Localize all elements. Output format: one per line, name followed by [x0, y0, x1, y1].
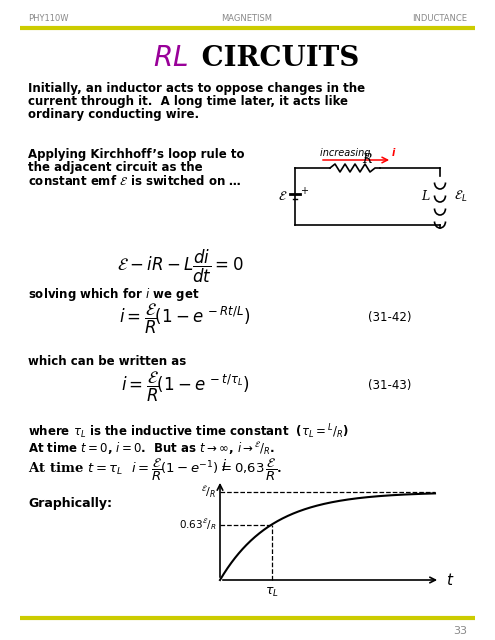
Text: Initially, an inductor acts to oppose changes in the: Initially, an inductor acts to oppose ch… [28, 82, 365, 95]
Text: $\mathcal{E}$: $\mathcal{E}$ [278, 190, 288, 203]
Text: constant emf $\mathcal{E}$ is switched on …: constant emf $\mathcal{E}$ is switched o… [28, 174, 242, 188]
Text: $0.63{}^{\mathcal{E}}/_{R}$: $0.63{}^{\mathcal{E}}/_{R}$ [179, 517, 216, 532]
Text: Graphically:: Graphically: [28, 497, 112, 510]
Text: Applying Kirchhoff’s loop rule to: Applying Kirchhoff’s loop rule to [28, 148, 245, 161]
Text: $i = \dfrac{\mathcal{E}}{R}\!\left(1 - e^{\,-Rt/L}\right)$: $i = \dfrac{\mathcal{E}}{R}\!\left(1 - e… [119, 302, 250, 336]
Text: MAGNETISM: MAGNETISM [221, 14, 273, 23]
Text: L: L [421, 189, 429, 202]
Text: where $\tau_L$ is the inductive time constant  ($\tau_L = {}^{L}/_{R}$): where $\tau_L$ is the inductive time con… [28, 422, 349, 441]
Text: INDUCTANCE: INDUCTANCE [412, 14, 467, 23]
Text: $\mathcal{E}_L$: $\mathcal{E}_L$ [454, 188, 467, 204]
Text: (31-42): (31-42) [368, 312, 412, 324]
Text: $t$: $t$ [446, 572, 454, 588]
Text: ordinary conducting wire.: ordinary conducting wire. [28, 108, 199, 121]
Text: solving which for $i$ we get: solving which for $i$ we get [28, 286, 199, 303]
Text: ${}^{\mathcal{E}}/_{R}$: ${}^{\mathcal{E}}/_{R}$ [201, 484, 216, 500]
Text: (31-43): (31-43) [368, 380, 412, 392]
Text: the adjacent circuit as the: the adjacent circuit as the [28, 161, 202, 174]
Text: +: + [300, 186, 308, 196]
Text: current through it.  A long time later, it acts like: current through it. A long time later, i… [28, 95, 348, 108]
Text: $i = \dfrac{\mathcal{E}}{R}\!\left(1 - e^{\,-t/\tau_L}\right)$: $i = \dfrac{\mathcal{E}}{R}\!\left(1 - e… [121, 370, 249, 404]
Text: At time $t = \tau_L$  $i = \dfrac{\mathcal{E}}{R}\!\left(1 - e^{-1}\right) = 0{,: At time $t = \tau_L$ $i = \dfrac{\mathca… [28, 457, 282, 483]
Text: $i$: $i$ [221, 458, 227, 474]
Text: which can be written as: which can be written as [28, 355, 186, 368]
Text: increasing: increasing [320, 148, 374, 158]
Text: At time $t = 0$, $i = 0$.  But as $t \rightarrow \infty$, $i \rightarrow {}^{\ma: At time $t = 0$, $i = 0$. But as $t \rig… [28, 440, 275, 456]
Text: i: i [392, 148, 396, 158]
Text: $\tau_L$: $\tau_L$ [265, 586, 279, 599]
Text: PHY110W: PHY110W [28, 14, 68, 23]
Text: $\mathcal{E} - iR - L\dfrac{di}{dt} = 0$: $\mathcal{E} - iR - L\dfrac{di}{dt} = 0$ [117, 248, 243, 285]
Text: CIRCUITS: CIRCUITS [192, 45, 359, 72]
Text: $\it{RL}$: $\it{RL}$ [153, 45, 188, 72]
Text: R: R [362, 153, 372, 166]
Text: 33: 33 [453, 626, 467, 636]
